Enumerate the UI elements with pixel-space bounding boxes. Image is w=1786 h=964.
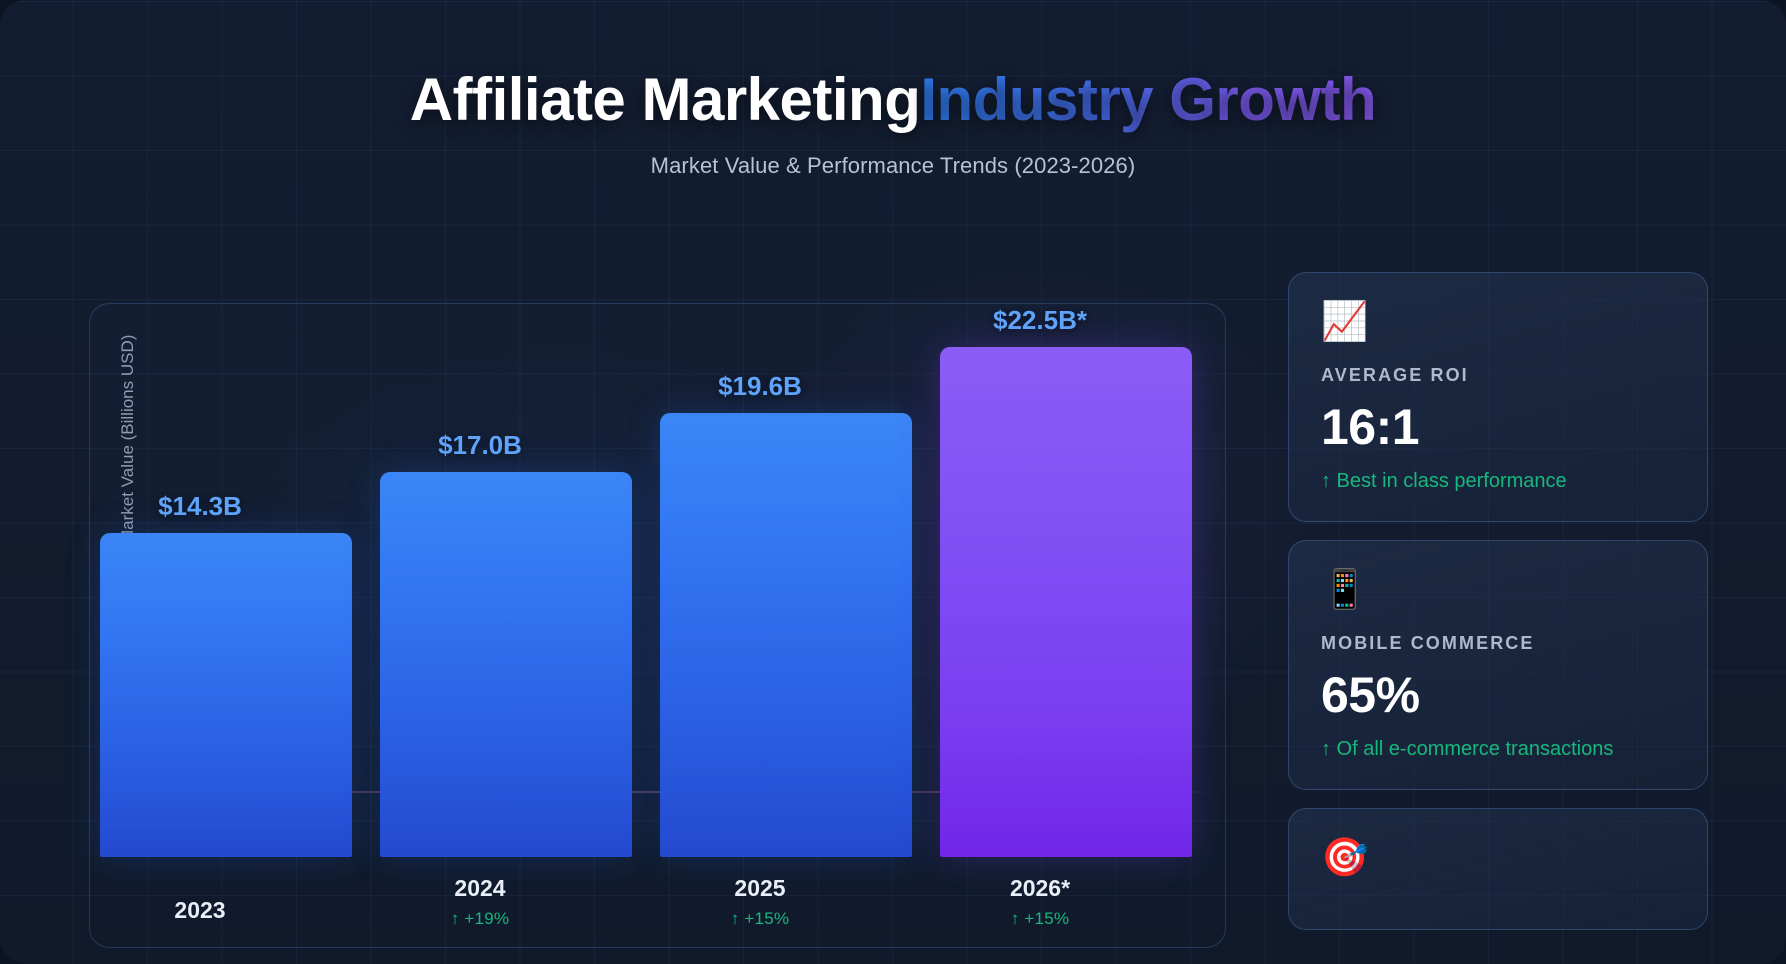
stat-card-value: 65% (1321, 667, 1420, 723)
stat-card-label: MOBILE COMMERCE (1321, 633, 1535, 653)
x-axis-group: 2023 (74, 897, 326, 924)
bar-group: $14.3B 2023 (74, 304, 352, 947)
bar-chart-plot: $14.3B 2023 $17.0B 2024 ↑ +19% $19.6B 2025 ↑ +1… (90, 304, 1225, 947)
stat-card-note: ↑ Of all e-commerce transactions (1321, 738, 1614, 760)
bar-value-label: $14.3B (158, 491, 242, 521)
stat-card-note: ↑ Best in class performance (1321, 470, 1567, 492)
stat-card[interactable]: 📈 AVERAGE ROI 16:1 ↑ Best in class performa… (1288, 272, 1708, 522)
page-title-plain: Affiliate Marketing (409, 66, 921, 133)
x-axis-group: 2026* ↑ +15% (914, 875, 1166, 929)
stat-card-list: 📈 AVERAGE ROI 16:1 ↑ Best in class performa… (1288, 272, 1708, 948)
bar-group: $17.0B 2024 ↑ +19% (354, 304, 632, 947)
chart-increasing-icon: 📈 (1321, 301, 1369, 343)
bar-value-label: $17.0B (438, 430, 522, 460)
growth-label: ↑ +15% (730, 909, 790, 928)
mobile-phone-icon: 📱 (1321, 569, 1369, 611)
stat-card-value: 16:1 (1321, 399, 1420, 455)
bar[interactable] (940, 347, 1192, 857)
bar-group: $19.6B 2025 ↑ +15% (634, 304, 912, 947)
bar[interactable] (660, 413, 912, 857)
bar-group: $22.5B* 2026* ↑ +15% (914, 304, 1192, 947)
chart-panel: Market Value (Billions USD) $14.3B 2023 $1… (89, 303, 1226, 948)
benchmark-gridline (91, 791, 1224, 793)
stat-card-label: AVERAGE ROI (1321, 365, 1469, 385)
x-axis-label: 2023 (174, 897, 226, 923)
page-title: Affiliate MarketingIndustry Growth (0, 68, 1786, 131)
bar-value-label: $22.5B* (993, 305, 1087, 335)
page-title-accent: Industry Growth (920, 66, 1377, 133)
x-axis-label: 2026* (1009, 875, 1071, 901)
bar-value-label: $19.6B (718, 371, 802, 401)
header: Affiliate MarketingIndustry Growth Marke… (0, 0, 1786, 179)
x-axis-group: 2025 ↑ +15% (634, 875, 886, 929)
page-subtitle: Market Value & Performance Trends (2023-… (650, 153, 1136, 178)
stat-card[interactable]: 🎯 (1288, 808, 1708, 930)
x-axis-group: 2024 ↑ +19% (354, 875, 606, 929)
x-axis-label: 2024 (454, 875, 506, 901)
growth-label: ↑ +19% (450, 909, 510, 928)
x-axis-label: 2025 (734, 875, 786, 901)
target-icon: 🎯 (1321, 837, 1369, 879)
bar[interactable] (100, 533, 352, 857)
stat-card[interactable]: 📱 MOBILE COMMERCE 65% ↑ Of all e-commerce t… (1288, 540, 1708, 790)
bar[interactable] (380, 472, 632, 857)
growth-label: ↑ +15% (1010, 909, 1070, 928)
